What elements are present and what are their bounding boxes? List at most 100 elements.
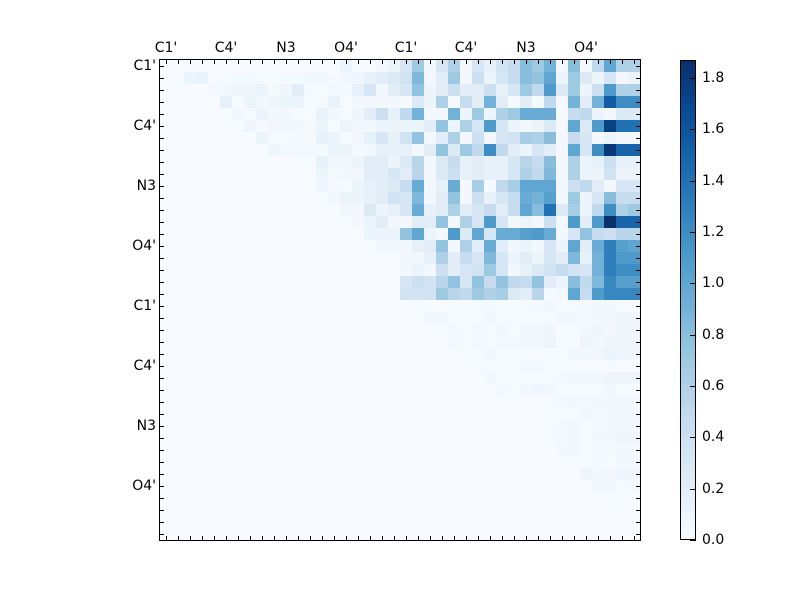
heatmap-cell [268,276,280,288]
heatmap-cell [316,156,328,168]
heatmap-cell [340,384,352,396]
heatmap-cell [412,456,424,468]
heatmap-cell [580,132,592,144]
heatmap-cell [628,420,640,432]
heatmap-cell [412,168,424,180]
heatmap-cell [316,372,328,384]
heatmap-cell [244,240,256,252]
heatmap-cell [160,192,172,204]
heatmap-cell [448,192,460,204]
heatmap-cell [280,168,292,180]
heatmap-cell [520,324,532,336]
tick-mark [636,534,640,535]
y-tick-label: C4' [133,118,156,134]
heatmap-cell [244,420,256,432]
heatmap-cell [244,120,256,132]
tick-mark [274,60,275,64]
heatmap-cell [160,504,172,516]
tick-mark [610,60,611,64]
heatmap-cell [196,300,208,312]
tick-mark [298,536,299,540]
heatmap-cell [388,300,400,312]
heatmap-cell [220,156,232,168]
heatmap-cell [580,72,592,84]
heatmap-cell [304,120,316,132]
heatmap-cell [184,156,196,168]
heatmap-cell [388,240,400,252]
heatmap-cell [580,420,592,432]
heatmap-cell [328,216,340,228]
heatmap-cell [352,96,364,108]
heatmap-cell [580,504,592,516]
heatmap-cell [460,432,472,444]
tick-mark [526,60,527,64]
heatmap-cell [280,432,292,444]
heatmap-cell [208,396,220,408]
heatmap-cell [256,360,268,372]
heatmap-cell [388,192,400,204]
heatmap-cell [520,480,532,492]
heatmap-cell [532,120,544,132]
heatmap-cell [508,444,520,456]
tick-mark [636,318,640,319]
heatmap-cell [352,444,364,456]
heatmap-cell [604,408,616,420]
heatmap-cell [292,72,304,84]
heatmap-cell [628,84,640,96]
heatmap-cell [352,516,364,528]
tick-mark [454,60,455,64]
heatmap-cell [328,192,340,204]
heatmap-cell [256,312,268,324]
heatmap-cell [400,468,412,480]
heatmap-cell [256,144,268,156]
heatmap-cell [568,228,580,240]
heatmap-cell [208,240,220,252]
heatmap-cell [172,384,184,396]
heatmap-cell [412,528,424,540]
heatmap-cell [244,252,256,264]
heatmap-cell [520,72,532,84]
heatmap-cell [472,264,484,276]
heatmap-cell [436,480,448,492]
heatmap-cell [172,204,184,216]
heatmap-cell [484,516,496,528]
heatmap-cell [460,420,472,432]
tick-mark [310,536,311,540]
heatmap-cell [592,84,604,96]
heatmap-cell [544,324,556,336]
heatmap-cell [436,84,448,96]
heatmap-cell [544,228,556,240]
heatmap-cell [472,300,484,312]
heatmap-cell [400,456,412,468]
heatmap-cell [232,336,244,348]
heatmap-cell [508,300,520,312]
tick-mark [160,294,164,295]
heatmap-cell [472,408,484,420]
heatmap-cell [256,444,268,456]
heatmap-cell [424,96,436,108]
heatmap-cell [592,432,604,444]
heatmap-cell [352,216,364,228]
heatmap-cell [160,312,172,324]
heatmap-cell [520,408,532,420]
heatmap-cell [592,168,604,180]
heatmap-cell [484,408,496,420]
heatmap-cell [172,72,184,84]
heatmap-cell [388,384,400,396]
heatmap-cell [196,156,208,168]
heatmap-cell [340,528,352,540]
heatmap-cell [292,372,304,384]
heatmap-cell [328,528,340,540]
heatmap-cell [604,504,616,516]
heatmap-cell [496,252,508,264]
heatmap-cell [160,156,172,168]
heatmap-cell [412,228,424,240]
heatmap-cell [172,264,184,276]
heatmap-cell [580,432,592,444]
heatmap-cell [580,312,592,324]
heatmap-cell [436,360,448,372]
heatmap-cell [556,144,568,156]
tick-mark [160,150,164,151]
heatmap-cell [592,156,604,168]
heatmap-cell [592,144,604,156]
